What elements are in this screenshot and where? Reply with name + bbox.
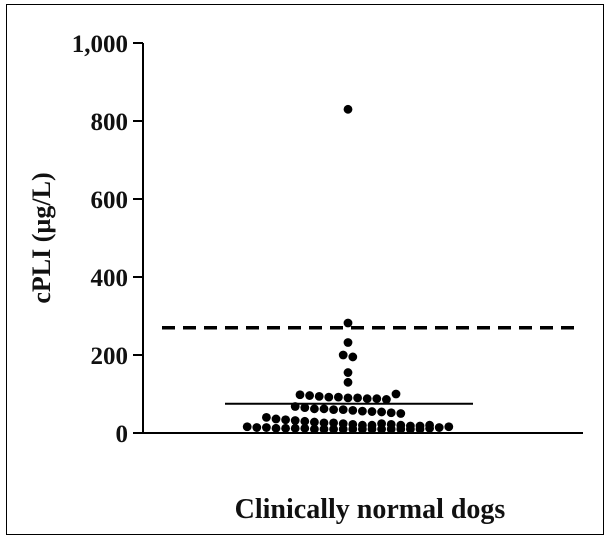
data-point [319,424,329,434]
data-point [310,424,319,434]
data-point [377,424,386,434]
data-point [391,389,401,399]
data-point [338,350,348,360]
data-point [367,424,377,434]
data-point [406,424,415,434]
data-point [310,404,319,414]
data-point [290,416,300,425]
data-point [329,405,338,414]
reference-lines [162,325,578,405]
data-point [319,418,329,428]
data-point [343,368,353,377]
data-point [386,408,396,418]
y-tick-label: 0 [116,421,129,448]
data-point [314,391,324,401]
data-point [329,424,338,434]
y-tick-label: 200 [91,343,129,370]
data-point [262,423,271,432]
y-tick-label: 400 [91,265,129,292]
data-point [425,423,434,433]
data-points [242,104,454,434]
data-point [343,318,353,328]
figure-frame [6,4,604,535]
data-point [377,407,386,417]
data-point [271,423,281,433]
data-point [362,394,372,404]
data-point [300,423,310,433]
data-point [242,422,252,432]
data-point [324,392,334,402]
data-point [300,403,310,413]
data-point [367,407,377,416]
data-point [358,406,367,416]
data-point [310,417,319,427]
y-ticks: 0 200 400 600 800 1,000 [72,31,143,448]
data-point [262,413,271,422]
data-point [305,391,314,400]
data-point [338,405,348,414]
data-point [382,395,391,404]
data-point [396,424,406,434]
data-point [338,424,348,434]
data-point [300,416,310,426]
data-point [386,424,396,434]
data-point [348,405,358,415]
data-point [271,414,281,424]
data-point [290,402,300,411]
y-tick-label: 800 [91,109,129,136]
data-point [295,390,305,400]
x-axis-title: Clinically normal dogs [235,494,506,525]
data-point [343,104,353,114]
y-tick-label: 600 [91,187,129,214]
data-point [358,424,367,434]
data-point [415,424,425,434]
data-point [396,409,406,418]
data-point [372,394,382,404]
y-axis-title: cPLI (µg/L) [27,172,56,303]
data-point [343,393,353,403]
data-point [444,422,454,432]
data-point [290,423,300,433]
data-point [329,418,338,428]
data-point [434,423,444,432]
data-point [319,404,329,414]
data-point [334,392,343,402]
data-point [281,415,290,425]
data-point [353,393,362,403]
axes [142,43,583,434]
data-point [348,352,358,362]
data-point [281,423,290,433]
data-point [348,424,358,434]
data-point [252,423,262,432]
y-tick-label: 1,000 [72,31,128,58]
data-point [343,338,353,347]
data-point [343,377,353,387]
